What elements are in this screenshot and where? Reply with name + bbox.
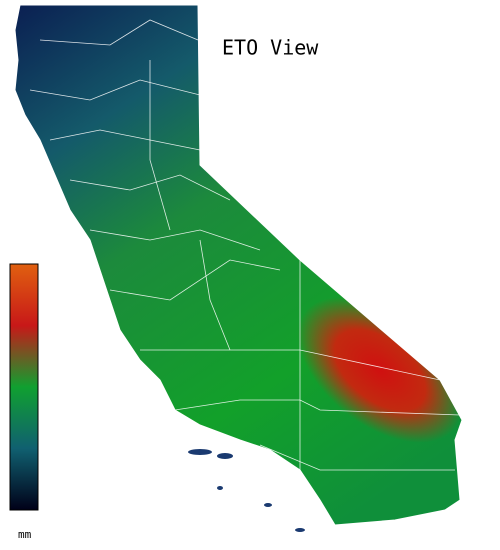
colorbar — [9, 263, 39, 511]
colorbar-unit: mm — [18, 528, 32, 541]
islands — [188, 449, 305, 532]
colorbar-gradient — [9, 263, 39, 511]
state-outline — [14, 4, 463, 526]
map-title: ETO View — [222, 36, 319, 60]
